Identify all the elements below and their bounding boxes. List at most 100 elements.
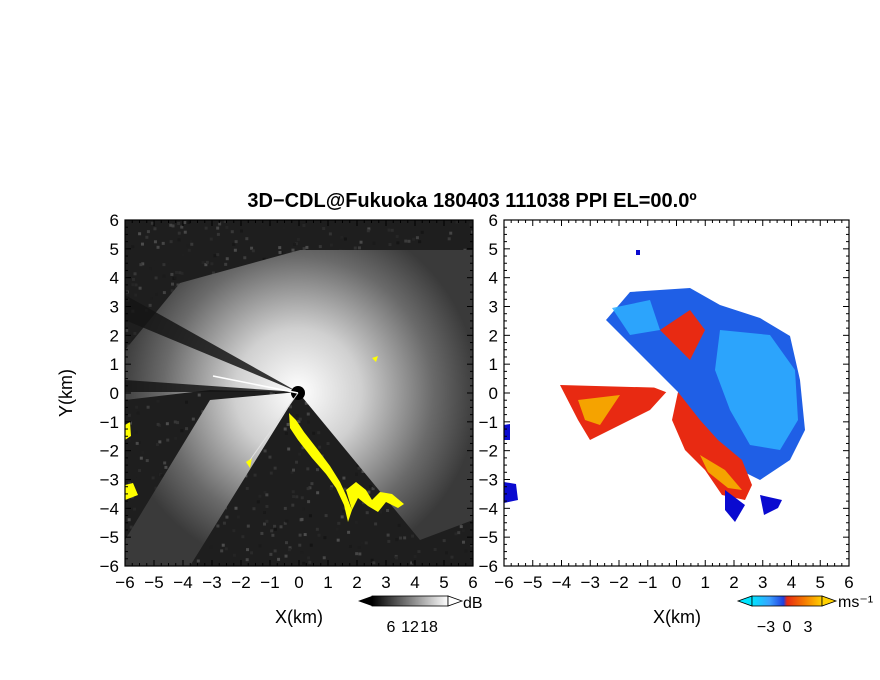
x-tick-label: 6 (844, 573, 853, 592)
noise-speckle (136, 474, 140, 478)
noise-speckle (145, 235, 149, 239)
noise-speckle (137, 441, 141, 445)
colorbar-tick-label: 18 (420, 619, 438, 636)
noise-speckle (288, 546, 292, 550)
noise-speckle (307, 556, 311, 560)
noise-speckle (317, 431, 321, 435)
noise-speckle (318, 445, 322, 449)
noise-speckle (201, 261, 205, 265)
noise-speckle (129, 525, 133, 529)
noise-speckle (127, 481, 131, 485)
noise-speckle (163, 461, 167, 465)
colorbar-arrow-left (736, 595, 753, 607)
reflectivity-tick-labels: −6 −5 −4 −3 −2 −1 0 1 2 3 4 5 6 6 5 4 3 2 1 0 −1 −2 −3 −4 −5 −6 (100, 211, 478, 592)
noise-speckle (449, 231, 453, 235)
noise-speckle (209, 545, 213, 549)
noise-speckle (185, 427, 189, 431)
velocity-cyan-region (612, 300, 798, 450)
colorbar-arrow-right (447, 595, 464, 607)
noise-speckle (295, 414, 299, 418)
noise-speckle (234, 240, 238, 244)
noise-speckle (298, 533, 302, 537)
noise-speckle (221, 543, 225, 547)
y-tick-label: −5 (479, 528, 498, 547)
noise-speckle (273, 524, 277, 528)
reflectivity-colorbar: dB 6 12 18 (358, 595, 483, 636)
noise-speckle (160, 474, 164, 478)
noise-speckle (252, 507, 256, 511)
noise-speckle (470, 543, 473, 547)
noise-speckle (164, 465, 168, 469)
reflectivity-beam-line (212, 375, 299, 394)
noise-speckle (390, 228, 394, 232)
noise-speckle (204, 263, 208, 267)
x-tick-label: 5 (439, 573, 448, 592)
noise-speckle (170, 272, 174, 276)
noise-speckle (135, 441, 139, 445)
noise-speckle (342, 476, 346, 480)
noise-speckle (403, 536, 407, 540)
noise-speckle (232, 242, 236, 246)
noise-speckle (317, 533, 321, 537)
noise-speckle (154, 486, 158, 490)
noise-speckle (177, 221, 181, 225)
noise-speckle (133, 331, 137, 335)
noise-speckle (191, 417, 195, 421)
noise-speckle (302, 247, 306, 251)
noise-speckle (230, 230, 234, 234)
x-tick-label: 2 (729, 573, 738, 592)
noise-speckle (335, 527, 339, 531)
y-tick-label: 5 (489, 240, 498, 259)
noise-speckle (131, 245, 135, 249)
noise-speckle (216, 253, 220, 257)
reflectivity-x-label: X(km) (275, 607, 323, 627)
noise-speckle (265, 504, 269, 508)
noise-speckle (161, 241, 165, 245)
noise-speckle (370, 558, 374, 562)
colorbar-arrow-left (358, 596, 372, 606)
noise-speckle (177, 281, 181, 285)
noise-speckle (125, 328, 129, 332)
noise-speckle (176, 283, 180, 287)
noise-speckle (315, 527, 319, 531)
noise-speckle (168, 260, 172, 264)
y-tick-label: 1 (110, 355, 119, 374)
y-tick-label: 2 (110, 326, 119, 345)
noise-speckle (161, 225, 165, 229)
noise-speckle (170, 289, 174, 293)
noise-speckle (223, 220, 227, 224)
colorbar-tick-label: 12 (401, 619, 419, 636)
noise-speckle (232, 553, 236, 557)
noise-speckle (243, 256, 247, 260)
noise-speckle (457, 531, 461, 535)
x-tick-label: −6 (115, 573, 134, 592)
y-tick-label: 3 (489, 298, 498, 317)
noise-speckle (190, 242, 194, 246)
noise-speckle (418, 240, 422, 244)
noise-speckle (169, 240, 173, 244)
noise-speckle (241, 535, 245, 539)
noise-speckle (412, 560, 416, 564)
noise-speckle (139, 456, 143, 460)
noise-speckle (306, 412, 310, 416)
noise-speckle (271, 533, 275, 537)
noise-speckle (322, 227, 326, 231)
noise-speckle (343, 487, 347, 491)
x-tick-label: 4 (410, 573, 419, 592)
noise-speckle (245, 486, 249, 490)
noise-speckle (306, 487, 310, 491)
y-tick-label: −4 (479, 499, 498, 518)
noise-speckle (263, 490, 267, 494)
noise-speckle (268, 455, 272, 459)
noise-speckle (330, 485, 334, 489)
noise-speckle (468, 223, 472, 227)
noise-speckle (284, 541, 288, 545)
noise-speckle (211, 271, 215, 275)
noise-speckle (372, 561, 376, 565)
noise-speckle (295, 460, 299, 464)
noise-speckle (304, 401, 308, 405)
y-tick-label: −1 (100, 413, 119, 432)
noise-speckle (209, 237, 213, 241)
